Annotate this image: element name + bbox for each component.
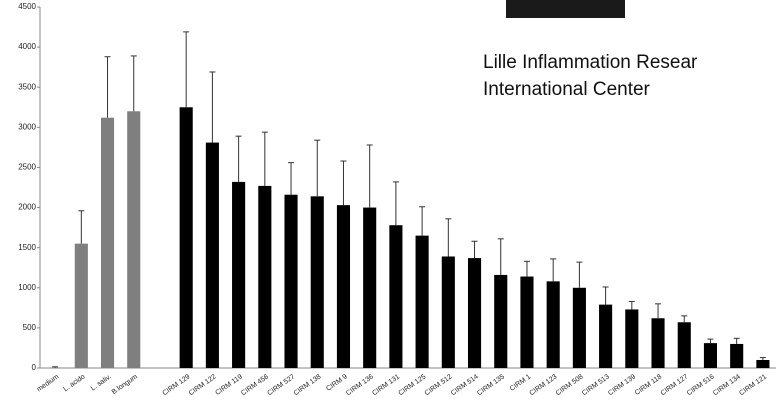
x-tick-label: CIRM 513 (581, 373, 611, 397)
bar (599, 304, 613, 368)
bar (467, 258, 482, 368)
error-bar (130, 55, 137, 112)
x-tick-label: CIRM 131 (371, 373, 401, 397)
bar (363, 207, 377, 368)
x-tick-label: CIRM 121 (738, 373, 768, 397)
bar (127, 111, 141, 369)
y-tick-label: 4500 (18, 2, 36, 11)
bar (284, 194, 298, 368)
overlay-text: Lille Inflammation Resear (483, 52, 698, 73)
bar (415, 235, 429, 368)
x-tick-label: CIRM 125 (397, 373, 427, 397)
bar (258, 185, 272, 368)
error-bar (183, 31, 190, 108)
bar (336, 205, 351, 368)
error-bar (78, 210, 85, 244)
y-tick-label: 500 (23, 323, 37, 332)
error-bar (52, 366, 59, 368)
bar (546, 281, 560, 368)
x-tick-label: CIRM 139 (607, 373, 637, 397)
x-tick-label: CIRM 119 (214, 373, 243, 397)
x-tick-label: medium (36, 373, 61, 393)
bar (205, 142, 219, 368)
error-bar (314, 139, 321, 197)
bar (703, 343, 718, 368)
x-tick-label: CIRM 512 (424, 373, 454, 397)
logo-image (506, 0, 625, 18)
x-tick-label: CIRM 135 (476, 373, 506, 397)
x-tick-label: CIRM 136 (345, 373, 375, 397)
x-tick-label: CIRM 138 (293, 373, 323, 397)
error-bar (733, 337, 740, 344)
y-tick-label: 3000 (18, 122, 36, 131)
x-tick-label: B.longum (111, 373, 139, 396)
bar (232, 181, 246, 368)
error-bar (235, 135, 242, 182)
bar (572, 287, 586, 368)
y-tick-label: 3500 (18, 82, 36, 91)
bar (179, 107, 193, 369)
bar (100, 117, 115, 368)
error-bar (602, 286, 609, 305)
bar (389, 225, 403, 368)
x-tick-label: CIRM 127 (660, 373, 690, 397)
x-tick-label: CIRM 516 (686, 373, 716, 397)
bar (74, 243, 88, 368)
bar (730, 343, 744, 368)
error-bar (576, 261, 583, 288)
error-bar (628, 300, 635, 310)
x-tick-label: CIRM 514 (450, 373, 480, 397)
error-bar (759, 357, 766, 360)
y-tick-label: 2000 (18, 203, 36, 212)
bar (677, 322, 691, 368)
error-bar (340, 160, 347, 206)
y-tick-label: 0 (32, 363, 37, 372)
bar (625, 309, 639, 368)
bar (651, 318, 665, 368)
x-tick-label: CIRM 1 (509, 373, 533, 392)
x-tick-label: CIRM 134 (712, 373, 742, 397)
x-tick-label: CIRM 527 (266, 373, 296, 397)
error-bar (288, 162, 295, 195)
y-tick-label: 1000 (18, 283, 36, 292)
x-tick-label: CIRM 9 (325, 373, 349, 392)
error-bar (681, 315, 688, 323)
y-tick-label: 4000 (18, 42, 36, 51)
x-tick-label: CIRM 123 (529, 373, 559, 397)
x-tick-label: CIRM 456 (240, 373, 270, 397)
error-bar (550, 258, 557, 282)
error-bar (445, 218, 452, 257)
x-tick-label: L. saliv. (90, 373, 113, 392)
error-bar (104, 56, 111, 118)
error-bar (419, 206, 426, 236)
error-bar (261, 131, 268, 186)
error-bar (655, 303, 662, 319)
y-tick-label: 1500 (18, 243, 36, 252)
error-bar (707, 338, 714, 344)
bar (441, 256, 455, 368)
bar (494, 274, 508, 368)
x-tick-label: L. acido (62, 373, 86, 393)
error-bar (366, 144, 373, 208)
x-tick-label: CIRM 118 (634, 373, 663, 397)
error-bar (392, 181, 399, 226)
bar (520, 276, 534, 368)
x-tick-label: CIRM 508 (555, 373, 585, 397)
x-tick-label: CIRM 122 (188, 373, 218, 397)
error-bar (471, 240, 478, 259)
x-tick-label: CIRM 129 (162, 373, 192, 397)
bar (310, 196, 324, 368)
overlay-text: International Center (483, 79, 651, 100)
error-bar (497, 238, 504, 275)
error-bar (523, 260, 530, 277)
bar (756, 359, 770, 368)
error-bar (209, 71, 216, 143)
y-tick-label: 2500 (18, 163, 36, 172)
